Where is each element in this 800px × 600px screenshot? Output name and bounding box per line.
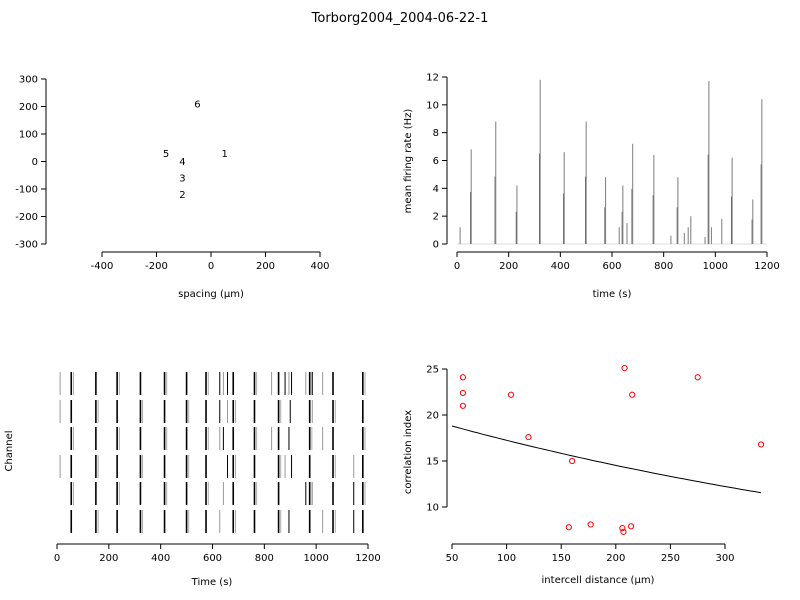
corr-fit-curve [451, 425, 762, 494]
corr-data-point [619, 525, 626, 532]
corr-data-point [507, 391, 515, 398]
layout-y-tick-label: -300 [15, 240, 38, 251]
raster-x-tick-label: 1000 [303, 553, 328, 564]
raster-x-tick-label: 800 [255, 553, 274, 564]
correlation-plot: 50 100 150 200 250 300 10 15 20 25 intercell dista… [403, 364, 765, 586]
firing-rate-plot: 0 200 400 600 800 1000 1200 0 2 4 6 8 10 12 time (s) me… [403, 73, 780, 301]
electrode-layout-plot: -400 -200 0 200 400 -300 -200 -100 0 100 200 300 spa… [15, 75, 329, 301]
corr-y-tick-label: 20 [426, 411, 439, 422]
rate-x-tick-label: 1200 [754, 261, 779, 272]
raster-x-tick-label: 0 [54, 553, 60, 564]
electrode-label: 5 [163, 149, 169, 160]
corr-data-point [569, 457, 576, 465]
rate-x-tick-label: 400 [551, 261, 570, 272]
rate-y-tick-label: 2 [433, 212, 439, 223]
corr-data-point [525, 433, 532, 441]
corr-x-tick-label: 150 [552, 553, 571, 564]
corr-data-point [620, 528, 627, 535]
rate-y-tick-label: 12 [426, 73, 439, 84]
layout-y-tick-label: -200 [15, 212, 38, 223]
spike-raster-plot: 0 200 400 600 800 1000 1200 Time (s) Channel [4, 372, 381, 588]
corr-data-point [627, 523, 635, 530]
rate-x-tick-label: 1000 [703, 261, 728, 272]
layout-x-tick-label: -200 [145, 261, 168, 272]
figure-title: Torborg2004_2004-06-22-1 [311, 11, 489, 26]
rate-y-axis-label: mean firing rate (Hz) [403, 109, 414, 214]
layout-x-axis-label: spacing (µm) [178, 289, 244, 300]
rate-x-tick-label: 600 [602, 261, 621, 272]
corr-data-point [629, 391, 636, 398]
rate-y-tick-label: 10 [426, 100, 439, 111]
corr-data-point [587, 521, 594, 528]
rate-y-tick-label: 0 [433, 240, 439, 251]
electrode-label: 3 [179, 174, 185, 185]
rate-x-tick-label: 0 [454, 261, 460, 272]
corr-data-point [459, 374, 467, 381]
layout-y-tick-label: 0 [32, 157, 38, 168]
rate-y-tick-label: 4 [433, 184, 439, 195]
corr-y-tick-label: 25 [426, 365, 439, 376]
layout-y-tick-label: 100 [19, 130, 38, 141]
raster-x-tick-label: 200 [99, 553, 118, 564]
rate-y-tick-label: 6 [433, 156, 439, 167]
corr-x-tick-label: 200 [606, 553, 625, 564]
electrode-label: 1 [221, 149, 227, 160]
corr-x-tick-label: 100 [497, 553, 516, 564]
layout-y-tick-label: -100 [15, 185, 38, 196]
corr-data-point [459, 402, 467, 409]
layout-x-tick-label: 400 [310, 261, 329, 272]
raster-x-tick-label: 400 [151, 553, 170, 564]
layout-y-tick-label: 200 [19, 102, 38, 113]
layout-y-tick-label: 300 [19, 75, 38, 86]
corr-y-axis-label: correlation index [403, 410, 414, 494]
corr-y-tick-label: 15 [426, 457, 439, 468]
raster-x-axis-label: Time (s) [191, 577, 233, 588]
corr-data-point [459, 389, 467, 397]
rate-x-axis-label: time (s) [593, 289, 632, 300]
corr-data-point [565, 524, 572, 531]
layout-x-tick-label: 200 [256, 261, 275, 272]
electrode-label: 4 [179, 157, 185, 168]
corr-y-tick-label: 10 [426, 503, 439, 514]
electrode-label: 6 [194, 99, 200, 110]
layout-x-tick-label: 0 [208, 261, 214, 272]
raster-x-tick-label: 600 [203, 553, 222, 564]
rate-x-tick-label: 200 [499, 261, 518, 272]
corr-data-point [694, 374, 701, 381]
corr-data-point [757, 441, 765, 448]
rate-y-tick-label: 8 [433, 128, 439, 139]
corr-x-axis-label: intercell distance (µm) [542, 575, 655, 586]
corr-x-tick-label: 50 [446, 553, 459, 564]
layout-x-tick-label: -400 [91, 261, 114, 272]
raster-x-tick-label: 1200 [355, 553, 380, 564]
raster-y-axis-label: Channel [4, 430, 15, 471]
corr-x-tick-label: 250 [661, 553, 680, 564]
electrode-label: 2 [179, 190, 185, 201]
corr-x-tick-label: 300 [715, 553, 734, 564]
corr-data-point [621, 364, 628, 372]
rate-x-tick-label: 800 [654, 261, 673, 272]
